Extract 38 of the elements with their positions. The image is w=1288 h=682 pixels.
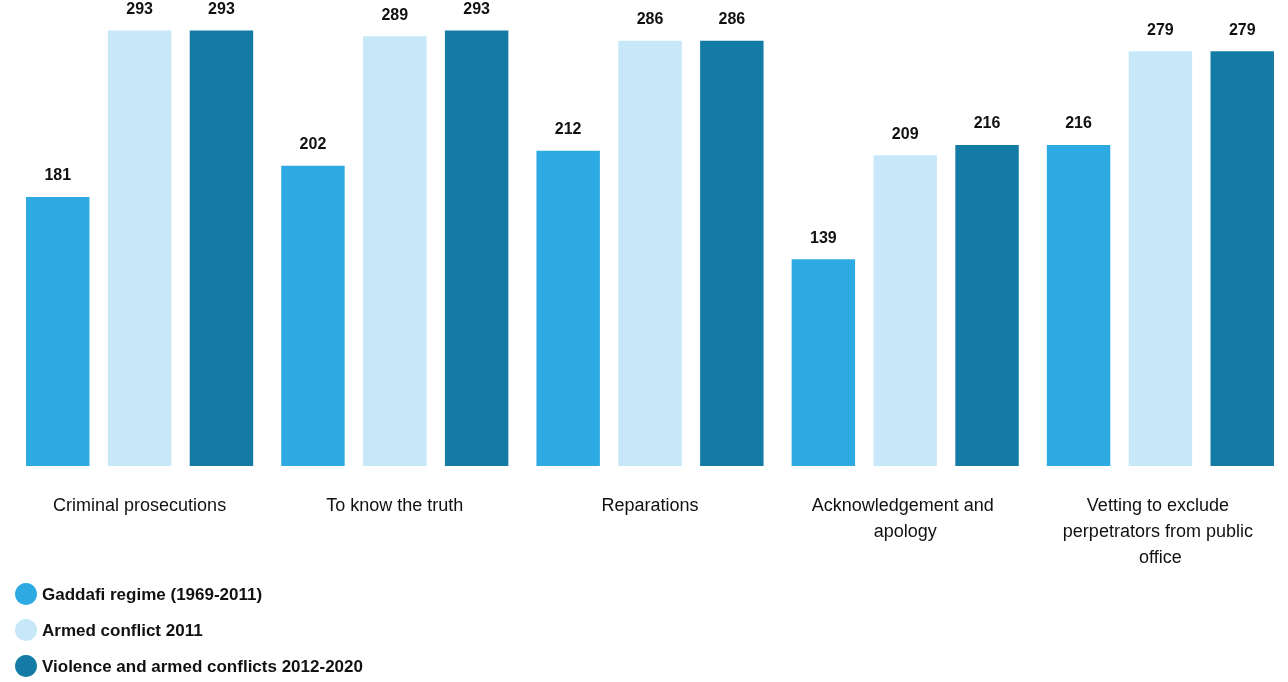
bar: [189, 30, 254, 466]
legend-label: Gaddafi regime (1969-2011): [42, 584, 263, 604]
legend-label: Violence and armed conflicts 2012-2020: [42, 656, 363, 676]
x-tick-label: Vetting to exclude perpetrators from public office: [1062, 495, 1258, 567]
bar: [363, 36, 427, 466]
data-label: 181: [44, 166, 72, 184]
x-tick-label: Criminal prosecutions: [53, 495, 227, 515]
data-label: 216: [1065, 114, 1092, 132]
data-label: 286: [718, 10, 746, 28]
bar: [700, 40, 764, 466]
bar: [1210, 51, 1274, 466]
data-label: 289: [381, 5, 409, 23]
data-label: 139: [810, 228, 837, 246]
data-label: 293: [463, 0, 491, 17]
data-label: 212: [554, 120, 582, 138]
x-tick-label: To know the truth: [326, 495, 464, 515]
data-label: 202: [299, 135, 327, 153]
bar: [1128, 51, 1193, 466]
data-label: 293: [208, 0, 235, 17]
data-label: 279: [1228, 20, 1256, 38]
data-label: 293: [126, 0, 154, 17]
x-tick-label: Acknowledgement and apology: [811, 495, 999, 541]
bar: [873, 155, 937, 466]
bar: [536, 150, 600, 466]
bar: [1046, 144, 1111, 466]
data-label: 216: [973, 114, 1001, 132]
bar: [791, 259, 856, 466]
bar: [955, 144, 1019, 466]
bar: [618, 40, 682, 466]
bar: [444, 30, 509, 466]
data-label: 279: [1147, 20, 1174, 38]
bar: [26, 196, 90, 466]
bar: [281, 165, 345, 466]
legend-label: Armed conflict 2011: [42, 620, 203, 640]
data-label: 209: [891, 124, 919, 142]
x-tick-label: Reparations: [601, 495, 699, 515]
data-label: 286: [636, 10, 664, 28]
bar: [107, 30, 172, 466]
